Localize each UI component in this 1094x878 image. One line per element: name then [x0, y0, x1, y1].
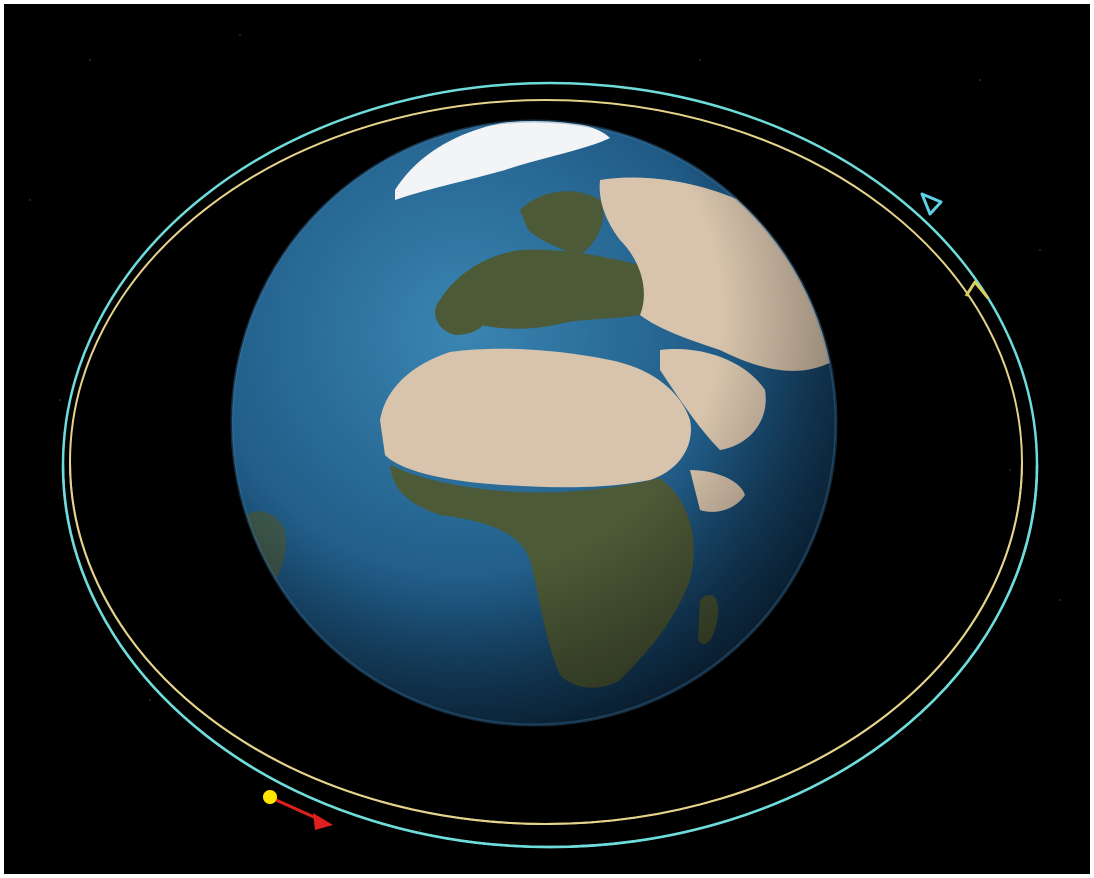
- earth-shading: [232, 121, 836, 725]
- satellite-dot: [263, 790, 277, 804]
- arrow-icon: [313, 813, 333, 830]
- atmosphere-rim: [230, 119, 838, 727]
- arrowhead-icon: [920, 192, 943, 216]
- yellow-direction-arrow: [964, 280, 990, 299]
- outer-orbit-front: [61, 464, 1039, 849]
- arrowhead-icon: [964, 280, 990, 299]
- cyan-direction-arrow: [920, 192, 943, 216]
- earth-globe: [230, 119, 838, 727]
- satellite-marker: [263, 790, 333, 830]
- orbit-front: [61, 461, 1039, 849]
- star-field: [29, 34, 1061, 831]
- inner-orbit-front: [69, 461, 1023, 825]
